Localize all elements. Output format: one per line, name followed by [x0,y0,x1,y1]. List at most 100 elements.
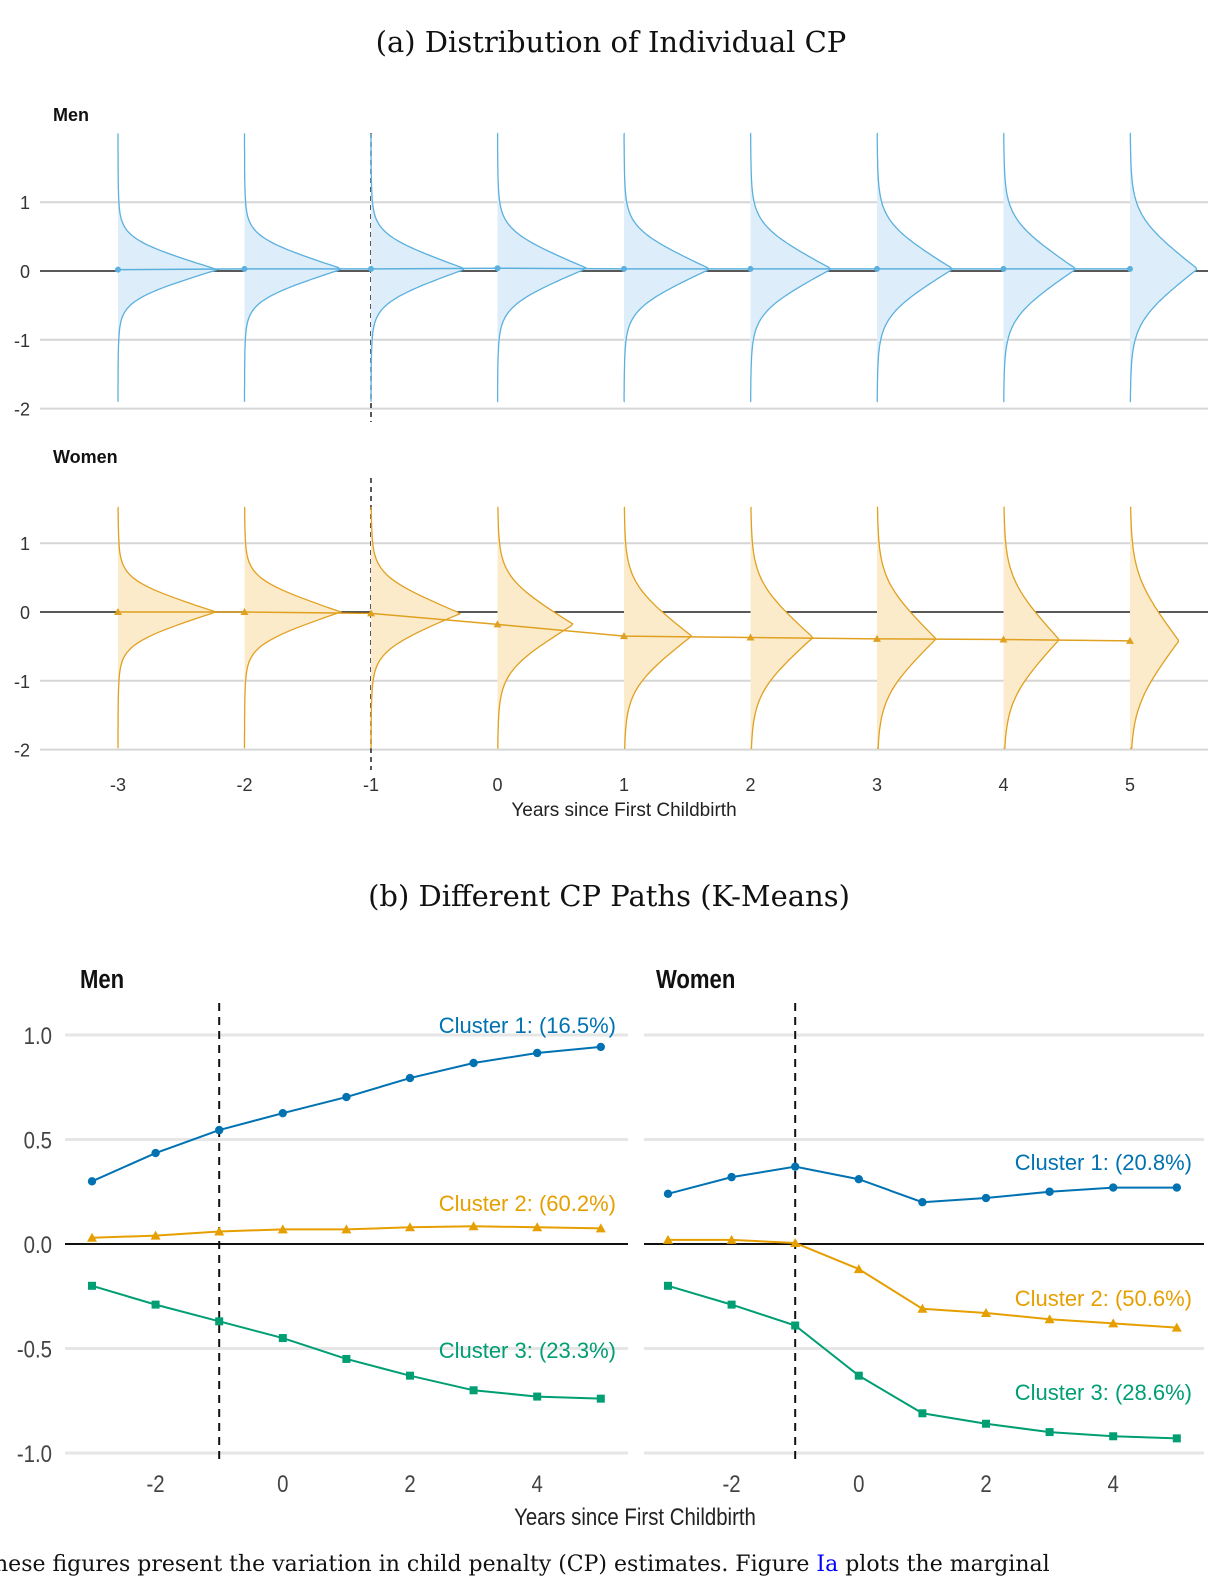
series-cluster-1: Cluster 1: (16.5%) [87,1013,616,1186]
density-outline [496,132,587,403]
data-point [214,1226,225,1236]
mean-point [1126,636,1134,644]
data-point [663,1234,673,1244]
x-tick-label: 0 [492,775,502,795]
data-point [1109,1432,1118,1441]
density-fill [750,507,813,749]
data-point [469,1058,478,1068]
data-point [726,1234,737,1244]
mean-point [746,633,755,641]
data-point [151,1300,160,1309]
data-point [981,1307,991,1317]
series-cluster-3: Cluster 3: (23.3%) [88,1281,616,1403]
density-fill [750,133,831,402]
density-fill [118,507,216,749]
panel-b-x-axis-label: Years since First Childbirth [514,1503,756,1530]
data-point [664,1281,672,1290]
data-point [853,1264,864,1274]
data-point [1171,1322,1182,1332]
data-point [1045,1428,1054,1437]
y-tick-label: -1 [14,331,30,351]
y-tick-label: 1 [20,193,30,213]
panel-a-facet-men: Men [53,105,89,125]
data-point [790,1237,801,1247]
panel-b-title: (b) Different CP Paths (K-Means) [368,879,850,913]
caption-before: hese figures present the variation in ch… [0,1552,817,1577]
density-fill [497,133,586,402]
facet-men: 1 0 -1 -2 [14,132,1208,422]
y-tick-label: 0.0 [24,1231,52,1258]
density-fill [877,133,952,402]
series-cluster-1: Cluster 1: (20.8%) [663,1150,1192,1207]
data-point [278,1334,287,1343]
density-fill [1003,133,1075,402]
density-fill [371,133,464,402]
series-label: Cluster 2: (60.2%) [439,1191,616,1216]
data-point [982,1419,990,1428]
x-tick-label: 3 [872,775,882,795]
data-point [88,1281,96,1290]
x-tick-label: 2 [745,775,755,795]
x-tick-label: -2 [147,1470,165,1497]
series-cluster-2: Cluster 2: (50.6%) [663,1234,1192,1332]
density-outline [497,506,574,749]
data-point [918,1198,927,1207]
density-fill [877,507,936,749]
panel-b-facet-women: Women [656,965,735,994]
data-point [532,1222,543,1232]
data-point [663,1189,673,1199]
mean-point [621,265,627,272]
density-fill [1130,133,1197,402]
data-point [917,1303,928,1313]
density-outline [1003,506,1060,749]
x-tick-label: -2 [723,1470,741,1497]
mean-point [620,632,628,640]
data-point [727,1300,736,1309]
x-tick-label: 4 [532,1470,543,1497]
mean-point [494,265,501,272]
density-outline [750,506,814,749]
data-point [1045,1187,1054,1196]
panel-a-x-axis-label: Years since First Childbirth [511,800,736,821]
caption-text: hese figures present the variation in ch… [0,1552,1050,1577]
density-outline [1129,132,1198,403]
panel-b-facet-men: Men [80,965,124,994]
series-cluster-3: Cluster 3: (28.6%) [664,1281,1192,1443]
x-tick-label: -2 [236,775,252,795]
density-outline [749,132,831,403]
data-point [1109,1183,1118,1192]
density-outline [1003,132,1076,403]
data-point [342,1354,351,1363]
density-fill [624,507,692,749]
data-point [533,1392,542,1401]
mean-point [747,265,754,272]
data-point [87,1177,97,1186]
series-label: Cluster 1: (20.8%) [1015,1150,1192,1175]
data-point [1044,1314,1055,1324]
data-point [277,1224,288,1234]
mean-point [873,634,881,642]
density-outline [623,132,710,403]
data-point [1172,1183,1182,1192]
density-fill [1130,507,1179,749]
y-tick-label: -2 [14,400,30,420]
series-line [91,1045,601,1183]
x-tick-label: -1 [363,775,379,795]
facet-women: 1 0 -1 -2 [14,478,1208,770]
data-point [791,1321,800,1330]
data-point [854,1371,863,1380]
x-tick-label: -3 [110,775,126,795]
data-point [341,1224,352,1234]
data-point [596,1042,605,1052]
mean-point [874,265,880,272]
density-outline [1129,506,1179,749]
figure-link[interactable]: Ia [816,1552,839,1577]
data-point [596,1394,605,1403]
series-label: Cluster 3: (28.6%) [1015,1380,1192,1405]
data-point [150,1230,161,1240]
data-point [727,1172,736,1182]
facet-women: -2 0 2 4 Cluster 1: (20.8%) Cluster 2: (50.6%… [644,1003,1204,1497]
data-point [791,1162,800,1171]
y-tick-label: 1 [20,534,30,554]
